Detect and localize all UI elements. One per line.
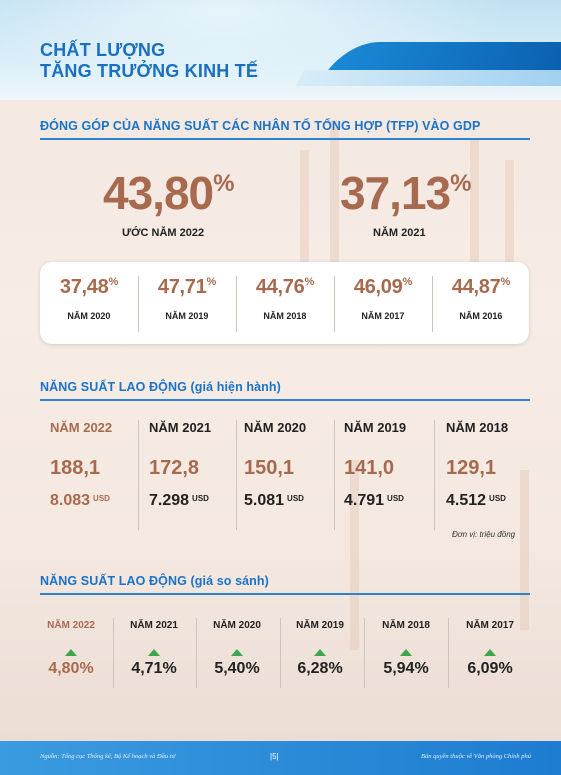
labor-constant-section-title: NĂNG SUẤT LAO ĐỘNG (giá so sánh)	[40, 574, 269, 588]
tfp-highlight-2021-value: 37,13%	[340, 167, 471, 219]
labor-constant-column: NĂM 2021 4,71%	[114, 620, 194, 678]
tfp-year-label: NĂM 2016	[459, 311, 503, 321]
labor-current-usd: 4.791 USD	[344, 492, 404, 509]
tfp-year-label: NĂM 2017	[361, 311, 405, 321]
labor-current-year: NĂM 2019	[344, 420, 407, 435]
bg-candle	[470, 140, 479, 310]
bg-candle	[330, 120, 339, 320]
labor-current-usd: 7.298 USD	[149, 492, 209, 509]
card-divider	[334, 276, 335, 332]
column-divider	[448, 618, 449, 688]
labor-constant-column: NĂM 2019 6,28%	[280, 620, 360, 678]
tfp-highlight-2022-value: 43,80%	[103, 167, 234, 219]
up-arrow-icon	[65, 649, 77, 656]
tfp-highlight-2022-caption: ƯỚC NĂM 2022	[122, 227, 205, 239]
labor-current-usd: 5.081 USD	[244, 492, 304, 509]
up-arrow-icon	[148, 649, 160, 656]
labor-current-section-title: NĂNG SUẤT LAO ĐỘNG (giá hiện hành)	[40, 380, 281, 394]
labor-constant-value: 6,09%	[467, 660, 513, 677]
labor-current-column: NĂM 2019 141,0 4.791 USD	[344, 420, 439, 510]
tfp-year-label: NĂM 2018	[263, 311, 307, 321]
header-stripe-light	[296, 70, 561, 86]
labor-constant-value: 4,71%	[131, 660, 177, 677]
tfp-years-card: 37,48% NĂM 2020 47,71% NĂM 2019 44,76% N…	[40, 262, 529, 344]
labor-current-value: 129,1	[446, 457, 497, 479]
column-divider	[196, 618, 197, 688]
labor-constant-value: 5,40%	[214, 660, 260, 677]
page-title-line2: TĂNG TRƯỞNG KINH TẾ	[40, 61, 259, 81]
labor-constant-year: NĂM 2019	[296, 620, 344, 631]
tfp-year-value: 46,09%	[353, 276, 412, 298]
footer-source: Nguồn: Tổng cục Thống kê, Bộ Kế hoạch và…	[40, 753, 176, 760]
column-divider	[113, 618, 114, 688]
labor-constant-value: 5,94%	[383, 660, 429, 677]
labor-constant-column: NĂM 2022 4,80%	[31, 620, 111, 678]
labor-current-value: 172,8	[149, 457, 200, 479]
labor-current-column: NĂM 2022 188,1 8.083 USD	[50, 420, 145, 510]
column-divider	[334, 420, 335, 530]
column-divider	[236, 420, 237, 530]
up-arrow-icon	[484, 649, 496, 656]
labor-current-year: NĂM 2020	[244, 420, 307, 435]
tfp-year-label: NĂM 2019	[165, 311, 209, 321]
card-divider	[138, 276, 139, 332]
tfp-year-value: 37,48%	[59, 276, 118, 298]
footer-bar: Nguồn: Tổng cục Thống kê, Bộ Kế hoạch và…	[0, 741, 561, 775]
labor-constant-year: NĂM 2017	[466, 620, 514, 631]
page-number: |5|	[270, 752, 279, 761]
labor-constant-rule	[40, 593, 530, 595]
labor-current-year: NĂM 2022	[50, 420, 113, 435]
column-divider	[434, 420, 435, 530]
labor-current-column: NĂM 2020 150,1 5.081 USD	[244, 420, 339, 510]
labor-constant-value: 4,80%	[48, 660, 94, 677]
labor-constant-year: NĂM 2021	[130, 620, 178, 631]
page-title-line1: CHẤT LƯỢNG	[40, 40, 166, 60]
tfp-year-label: NĂM 2020	[67, 311, 111, 321]
labor-current-value: 141,0	[344, 457, 395, 479]
labor-current-value: 188,1	[50, 457, 101, 479]
labor-current-usd: 8.083 USD	[50, 492, 110, 509]
up-arrow-icon	[400, 649, 412, 656]
labor-constant-value: 6,28%	[297, 660, 343, 677]
labor-current-year: NĂM 2018	[446, 420, 509, 435]
tfp-year-value: 47,71%	[157, 276, 216, 298]
up-arrow-icon	[314, 649, 326, 656]
labor-constant-column: NĂM 2017 6,09%	[450, 620, 530, 678]
tfp-year-cell: 46,09% NĂM 2017	[334, 276, 432, 332]
bg-candle	[300, 150, 309, 290]
footer-copyright: Bản quyền thuộc về Văn phòng Chính phủ	[421, 753, 531, 760]
column-divider	[280, 618, 281, 688]
labor-current-column: NĂM 2018 129,1 4.512 USD	[446, 420, 541, 510]
tfp-year-value: 44,87%	[451, 276, 510, 298]
tfp-section-title: ĐÓNG GÓP CỦA NĂNG SUẤT CÁC NHÂN TỐ TỔNG …	[40, 119, 481, 133]
tfp-year-cell: 44,87% NĂM 2016	[432, 276, 530, 332]
column-divider	[138, 420, 139, 530]
up-arrow-icon	[231, 649, 243, 656]
labor-constant-column: NĂM 2018 5,94%	[366, 620, 446, 678]
bg-candle	[520, 470, 529, 630]
card-divider	[236, 276, 237, 332]
labor-constant-year: NĂM 2020	[213, 620, 261, 631]
column-divider	[364, 618, 365, 688]
labor-current-value: 150,1	[244, 457, 295, 479]
card-divider	[432, 276, 433, 332]
labor-constant-year: NĂM 2022	[47, 620, 95, 631]
labor-current-rule	[40, 399, 530, 401]
tfp-year-cell: 47,71% NĂM 2019	[138, 276, 236, 332]
labor-constant-year: NĂM 2018	[382, 620, 430, 631]
tfp-section-rule	[40, 138, 530, 140]
labor-current-usd: 4.512 USD	[446, 492, 506, 509]
tfp-year-cell: 37,48% NĂM 2020	[40, 276, 138, 332]
bg-candle	[350, 460, 359, 650]
unit-note: Đơn vị: triệu đồng	[452, 530, 516, 539]
page-title: CHẤT LƯỢNG TĂNG TRƯỞNG KINH TẾ	[40, 40, 258, 82]
labor-current-year: NĂM 2021	[149, 420, 212, 435]
tfp-highlight-2021-caption: NĂM 2021	[373, 227, 426, 239]
labor-current-column: NĂM 2021 172,8 7.298 USD	[149, 420, 244, 510]
tfp-year-value: 44,76%	[255, 276, 314, 298]
tfp-year-cell: 44,76% NĂM 2018	[236, 276, 334, 332]
bg-candle	[505, 160, 514, 310]
labor-constant-column: NĂM 2020 5,40%	[197, 620, 277, 678]
